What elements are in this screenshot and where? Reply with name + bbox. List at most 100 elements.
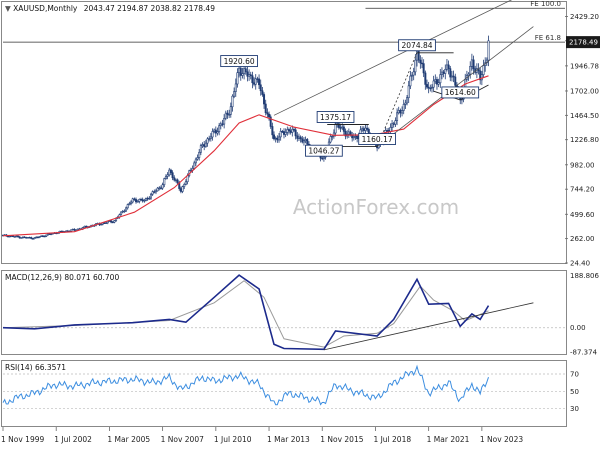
price-candle (183, 184, 186, 188)
price-candle (344, 131, 347, 137)
price-axis-label: 2429.20 (570, 13, 599, 21)
price-candle (110, 220, 113, 223)
price-candle (425, 84, 428, 88)
price-candle (256, 78, 259, 80)
price-candle (206, 138, 209, 144)
price-candle (287, 129, 290, 132)
price-candle (159, 187, 162, 189)
price-candle (199, 145, 202, 153)
price-candle (189, 169, 192, 172)
rsi-panel-frame (1, 360, 567, 427)
price-candle (128, 203, 131, 205)
ohlc-header: 2043.47 2194.87 2038.82 2178.49 (84, 4, 215, 13)
price-candle (263, 94, 266, 105)
price-candle (341, 126, 344, 129)
price-candle (223, 117, 226, 125)
price-candle (231, 95, 234, 108)
price-candle (251, 75, 254, 84)
price-candle (36, 236, 39, 239)
price-candle (450, 75, 453, 78)
price-candle (248, 74, 251, 77)
price-candle (35, 236, 38, 239)
macd-panel-frame (1, 270, 567, 355)
price-candle (467, 73, 470, 76)
macd-axis-label: 0.00 (570, 324, 586, 332)
price-label-text: 1375.17 (320, 113, 351, 122)
price-candle (279, 130, 282, 138)
price-candle (209, 136, 212, 139)
price-candle (347, 131, 350, 135)
price-candle (445, 64, 448, 70)
price-candle (8, 235, 11, 238)
price-candle (15, 235, 18, 238)
price-candle (241, 73, 244, 76)
fib-level-label: FE 100.0 (530, 0, 561, 8)
price-candle (482, 65, 485, 75)
price-candle (224, 112, 227, 119)
price-candle (396, 112, 399, 121)
price-candle (258, 78, 261, 86)
price-candle (421, 62, 424, 65)
price-candle (449, 68, 452, 78)
price-axis-label: 499.60 (570, 211, 595, 219)
price-candle (402, 104, 405, 111)
price-candle (151, 191, 154, 195)
price-candle (121, 211, 124, 213)
price-candle (435, 79, 438, 85)
price-candle (43, 235, 46, 238)
price-candle (135, 199, 138, 203)
price-candle (133, 198, 136, 200)
price-candle (48, 233, 51, 235)
price-candle (131, 198, 134, 203)
rsi-axis-label: 30 (570, 405, 579, 413)
price-candle (401, 110, 404, 114)
price-candle (130, 201, 133, 204)
price-candle (329, 136, 332, 143)
dropdown-arrow-icon[interactable]: ▼ (5, 4, 13, 13)
price-candle (45, 234, 48, 237)
price-candle (356, 135, 359, 139)
watermark-text: ActionForex.com (293, 195, 459, 219)
price-candle (424, 72, 427, 85)
price-label-box (316, 111, 355, 123)
price-candle (154, 190, 157, 193)
price-label-text: 1160.17 (362, 135, 393, 144)
price-candle (362, 128, 365, 131)
price-candle (286, 129, 289, 133)
price-candle (164, 176, 167, 179)
price-label-box (441, 86, 480, 99)
symbol-header: XAUUSD,Monthly (13, 4, 78, 13)
price-candle (111, 221, 114, 224)
price-candle (236, 72, 239, 85)
price-axis-label: 1946.78 (570, 62, 599, 70)
price-candle (18, 236, 21, 239)
price-candle (249, 74, 252, 76)
price-candle (214, 129, 217, 134)
price-candle (10, 235, 13, 238)
price-candle (399, 110, 402, 114)
price-candle (216, 131, 219, 134)
price-candle (447, 64, 450, 69)
price-candle (411, 74, 414, 77)
price-candle (193, 162, 196, 169)
price-candle (26, 237, 29, 239)
price-candle (366, 127, 369, 130)
price-candle (266, 112, 269, 115)
price-candle (296, 135, 299, 139)
x-axis-label: 1 Nov 1999 (1, 435, 44, 444)
price-candle (40, 235, 43, 237)
price-candle (246, 71, 249, 77)
x-axis-label: 1 Jul 2002 (54, 435, 92, 444)
price-label-text: 1046.27 (308, 147, 339, 156)
price-candle (322, 156, 325, 160)
x-axis-label: 1 Nov 2007 (161, 435, 204, 444)
price-candle (361, 128, 364, 131)
last-price-label: 2178.49 (569, 39, 598, 47)
price-candle (414, 59, 417, 73)
price-candle (176, 179, 179, 184)
price-candle (274, 137, 277, 140)
price-candle (452, 75, 455, 78)
svg-text:▼ XAUUSD,Monthly 2043: ▼ XAUUSD,Monthly 2043.47 2194.87 2038.82… (5, 4, 215, 13)
price-candle (281, 130, 284, 133)
